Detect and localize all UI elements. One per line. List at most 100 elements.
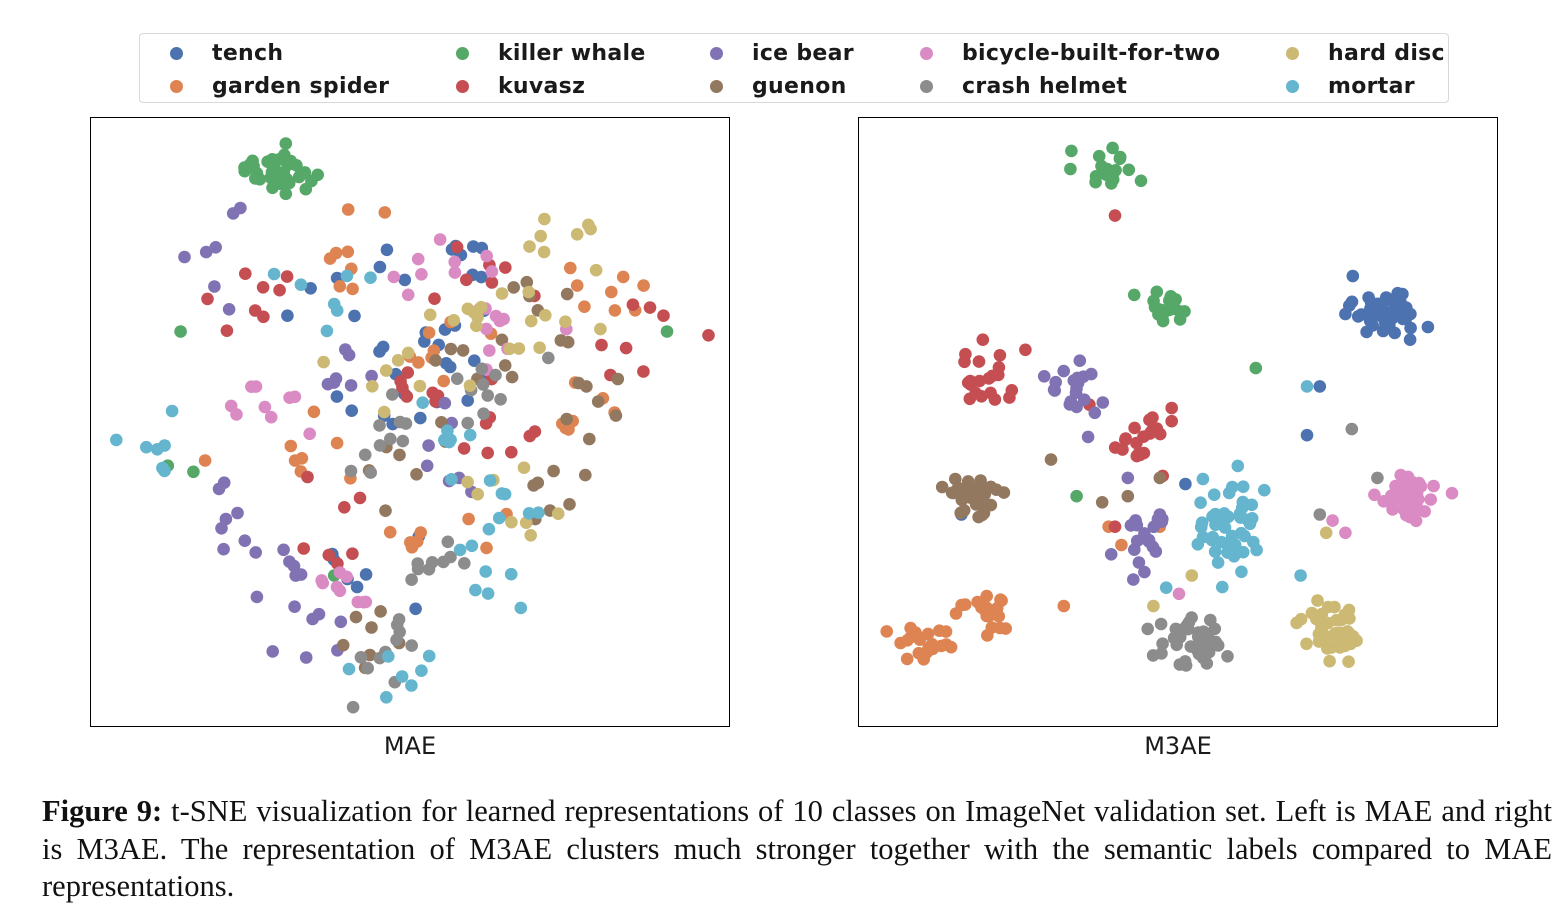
point-ice-bear	[344, 379, 358, 392]
point-ice-bear	[212, 482, 226, 496]
point-kuvasz	[643, 301, 657, 314]
point-hard-disc	[495, 287, 509, 300]
point-bicycle-built-for-two	[1368, 488, 1381, 502]
point-kuvasz	[637, 365, 650, 378]
point-bicycle-built-for-two	[359, 595, 373, 609]
point-hard-disc	[461, 475, 474, 489]
point-garden-spider	[880, 625, 893, 638]
point-garden-spider	[564, 261, 577, 275]
point-tench	[350, 580, 364, 594]
point-kuvasz	[986, 369, 999, 383]
point-kuvasz	[460, 273, 473, 287]
point-ice-bear	[1121, 471, 1135, 485]
legend-label: hard disc	[1328, 41, 1445, 66]
point-garden-spider	[570, 279, 584, 292]
point-mortar	[382, 650, 395, 663]
chart-legend: tench garden spider killer whale kuvasz ice …	[139, 33, 1449, 103]
point-mortar	[469, 583, 482, 597]
point-bicycle-built-for-two	[340, 570, 353, 584]
point-mortar	[442, 435, 456, 449]
legend-item-garden-spider: garden spider	[170, 71, 389, 101]
point-hard-disc	[1341, 625, 1354, 638]
point-kuvasz	[1143, 413, 1156, 427]
point-mortar	[1235, 565, 1248, 579]
point-mortar	[1211, 556, 1225, 569]
point-kuvasz	[220, 324, 234, 337]
point-bicycle-built-for-two	[1172, 587, 1186, 601]
legend-item-bicycle-built-for-two: bicycle-built-for-two	[920, 38, 1220, 68]
point-bicycle-built-for-two	[1326, 514, 1339, 527]
point-garden-spider	[944, 640, 958, 654]
point-kuvasz	[1019, 343, 1032, 357]
point-kuvasz	[201, 292, 214, 306]
legend-label: killer whale	[498, 41, 646, 66]
legend-label: guenon	[752, 74, 847, 99]
point-hard-disc	[1294, 612, 1308, 626]
point-ice-bear	[365, 369, 378, 383]
point-kuvasz	[1137, 430, 1150, 444]
mae-scatter-plot	[110, 137, 715, 714]
point-garden-spider	[904, 621, 917, 635]
point-garden-spider	[911, 630, 925, 644]
point-bicycle-built-for-two	[1395, 494, 1409, 507]
point-killer-whale	[250, 170, 263, 184]
point-guenon	[611, 372, 625, 386]
point-mortar	[1300, 380, 1314, 393]
point-kuvasz	[1116, 443, 1129, 456]
point-tench	[281, 309, 294, 322]
point-mortar	[441, 424, 454, 438]
point-guenon	[947, 486, 960, 500]
point-hard-disc	[570, 228, 584, 241]
point-mortar	[416, 396, 430, 410]
point-crash-helmet	[1221, 650, 1234, 663]
point-crash-helmet	[1141, 622, 1154, 636]
point-killer-whale	[187, 465, 200, 479]
point-crash-helmet	[1156, 637, 1169, 650]
point-kuvasz	[973, 374, 986, 388]
point-ice-bear	[1142, 533, 1156, 547]
point-killer-whale	[1127, 288, 1141, 302]
m3ae-panel-label: M3AE	[1144, 732, 1212, 760]
legend-swatch	[920, 79, 933, 93]
point-garden-spider	[383, 525, 397, 539]
point-hard-disc	[1300, 637, 1313, 651]
point-mortar	[445, 473, 458, 486]
point-guenon	[572, 376, 585, 390]
point-mortar	[495, 487, 509, 500]
point-bicycle-built-for-two	[288, 390, 302, 404]
point-ice-bear	[1063, 398, 1077, 411]
point-guenon	[609, 409, 623, 422]
point-crash-helmet	[450, 372, 464, 385]
point-bicycle-built-for-two	[387, 270, 401, 284]
legend-label: crash helmet	[962, 74, 1128, 99]
point-garden-spider	[926, 642, 939, 656]
point-mortar	[395, 670, 409, 683]
point-crash-helmet	[1192, 647, 1206, 661]
point-crash-helmet	[1179, 659, 1193, 672]
m3ae-tsne-panel	[858, 117, 1498, 727]
point-hard-disc	[377, 405, 391, 419]
point-tench	[1404, 307, 1417, 321]
point-bicycle-built-for-two	[1412, 493, 1425, 506]
point-ice-bear	[287, 559, 301, 573]
point-ice-bear	[238, 534, 252, 547]
point-ice-bear	[1073, 354, 1087, 367]
point-ice-bear	[208, 280, 221, 293]
point-ice-bear	[299, 651, 313, 664]
point-killer-whale	[1092, 149, 1106, 163]
point-garden-spider	[288, 454, 302, 467]
point-hard-disc	[538, 212, 551, 226]
point-killer-whale	[282, 176, 296, 190]
point-guenon	[591, 395, 605, 408]
point-tench	[1345, 295, 1359, 309]
point-tench	[330, 390, 344, 403]
point-garden-spider	[980, 589, 993, 603]
point-killer-whale	[1113, 150, 1127, 164]
point-ice-bear	[1067, 374, 1081, 387]
point-tench	[1363, 314, 1377, 328]
point-hard-disc	[1305, 606, 1319, 620]
point-guenon	[495, 333, 509, 347]
point-crash-helmet	[542, 351, 555, 365]
point-mortar	[342, 662, 356, 676]
point-garden-spider	[1057, 599, 1071, 613]
